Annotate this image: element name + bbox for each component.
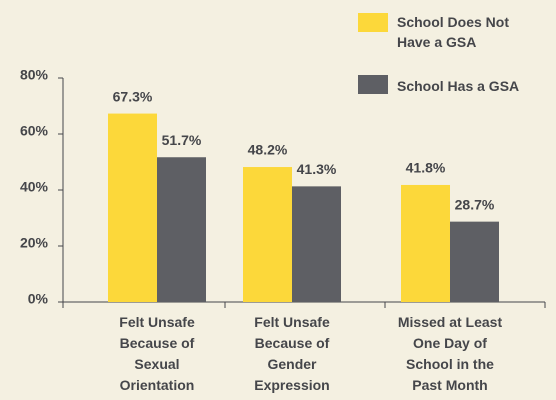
x-tick-label-line: Felt Unsafe xyxy=(119,314,195,330)
x-tick-label-line: Sexual xyxy=(134,356,179,372)
bar xyxy=(243,167,292,302)
bar xyxy=(401,184,450,302)
legend-swatch xyxy=(358,75,388,94)
x-tick-label-line: School in the xyxy=(406,356,494,372)
x-tick-label-line: Past Month xyxy=(412,377,487,393)
x-tick-label: Felt Unsafe Because of Sexual Orientation xyxy=(119,314,195,393)
legend-swatch xyxy=(358,13,388,32)
x-tick-label-line: Felt Unsafe xyxy=(254,314,330,330)
bar xyxy=(292,186,341,302)
value-label: 41.3% xyxy=(297,161,337,177)
value-label: 41.8% xyxy=(406,160,446,176)
bar xyxy=(450,221,499,302)
value-label: 51.7% xyxy=(162,132,202,148)
legend-label: School Does Not Have a GSA xyxy=(397,14,510,50)
x-tick-label-line: Orientation xyxy=(120,377,195,393)
x-tick-label-line: Gender xyxy=(267,356,317,372)
bar xyxy=(108,113,157,302)
y-tick-label: 80% xyxy=(20,67,49,83)
y-tick-label: 20% xyxy=(20,235,49,251)
value-label: 67.3% xyxy=(113,88,153,104)
x-tick-label: Felt Unsafe Because of Gender Expression xyxy=(254,314,330,393)
x-tick-label-line: Because of xyxy=(255,335,330,351)
x-tick-label-line: Expression xyxy=(254,377,329,393)
x-tick-label-line: Because of xyxy=(120,335,195,351)
y-tick-label: 60% xyxy=(20,123,49,139)
x-tick-label-line: One Day of xyxy=(413,335,487,351)
value-label: 28.7% xyxy=(455,196,495,212)
bar xyxy=(157,157,206,302)
legend-label: School Has a GSA xyxy=(397,78,520,94)
x-tick-label: Missed at Least One Day of School in the Pa… xyxy=(398,314,503,393)
value-label: 48.2% xyxy=(248,142,288,158)
y-tick-label: 0% xyxy=(28,291,49,307)
y-tick-label: 40% xyxy=(20,179,49,195)
x-tick-label-line: Missed at Least xyxy=(398,314,503,330)
